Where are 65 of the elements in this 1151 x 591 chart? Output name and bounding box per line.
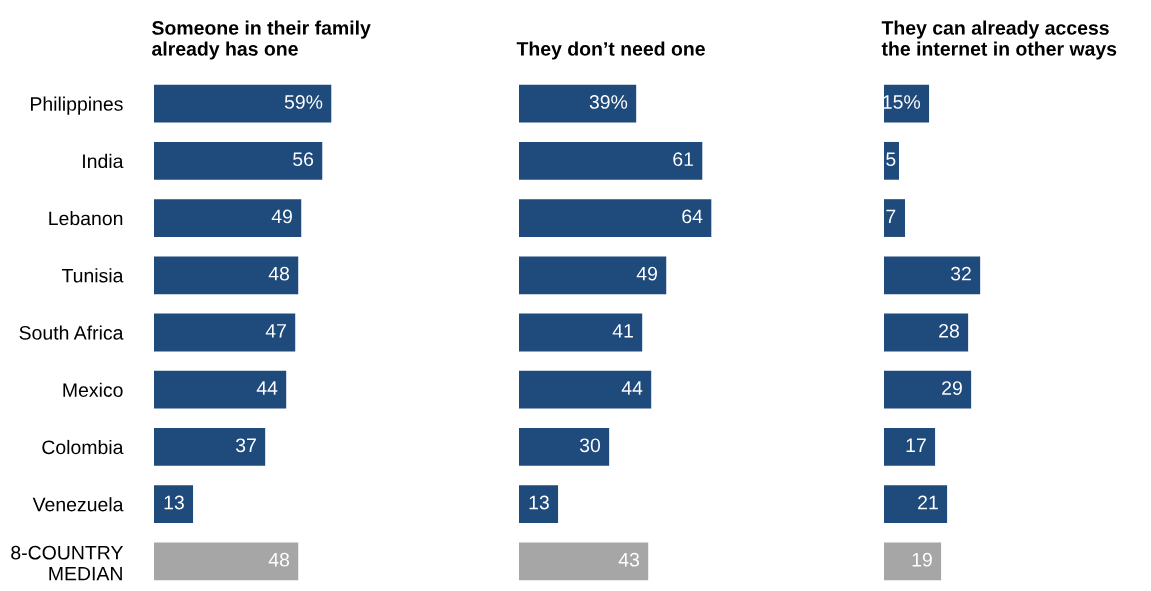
bar [884,485,948,524]
data-label: 21 [918,495,938,510]
data-label: 43 [618,552,640,567]
data-label: 28 [939,323,959,338]
data-label: 48 [268,552,290,567]
bar [154,428,266,466]
data-label: 44 [621,381,643,395]
bar [519,485,559,524]
data-label: 32 [950,266,971,281]
bar [154,141,323,180]
data-label: 61 [673,152,694,167]
data-label: 64 [682,209,703,224]
y-tick-label: Philippines [31,96,123,115]
y-tick-label: Mexico [63,382,123,397]
chart-title: They don’t need one [516,41,705,60]
data-label: 13 [529,495,549,510]
chart-title: Someone in their family already has one [152,20,371,60]
bar [519,428,610,466]
y-tick-label: Tunisia [61,268,124,283]
bar [519,84,637,123]
bar [519,370,652,409]
data-label: 47 [265,324,286,338]
data-label: 41 [612,324,633,338]
y-tick-label: India [83,153,124,169]
bar [519,256,667,295]
data-label: 5 [886,152,896,167]
bar [884,428,936,466]
bar [884,141,900,180]
data-label: 37 [235,438,256,453]
bar [154,256,299,295]
bar [884,370,972,409]
y-tick-label: Lebanon [49,211,123,226]
bar [154,370,287,409]
bar [154,199,302,237]
chart-title: They can already access the internet in other ways [881,20,1117,60]
data-label: 17 [906,438,926,452]
data-label: 48 [268,266,290,281]
y-tick-label: South Africa [19,325,124,340]
data-label: 59% [284,95,323,109]
bar [884,313,969,352]
y-tick-label: Colombia [42,439,124,455]
bar [884,542,942,581]
data-label: 49 [636,266,657,281]
bar [154,84,332,123]
data-label: 15% [883,95,921,109]
data-label: 13 [164,495,184,510]
y-tick-label: 8-COUNTRY MEDIAN [11,545,124,581]
bar [154,313,296,352]
data-label: 39% [589,95,628,109]
bar [519,542,649,581]
bar [154,542,299,581]
bar [884,256,981,295]
bar [519,141,703,180]
bar [519,199,712,237]
bar [519,313,643,352]
data-label: 30 [579,438,601,453]
data-label: 29 [942,381,962,395]
y-tick-label: Venezuela [32,497,124,512]
data-label: 19 [912,552,932,567]
data-label: 7 [886,209,896,224]
data-label: 44 [256,381,278,395]
bar [884,199,906,237]
data-label: 56 [293,152,314,167]
data-label: 49 [271,209,292,224]
bar [154,485,194,524]
